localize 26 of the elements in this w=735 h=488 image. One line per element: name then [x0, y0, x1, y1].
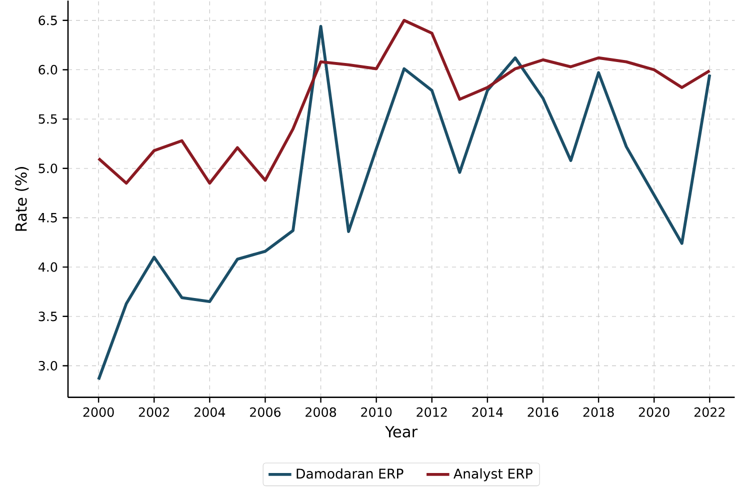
- x-tick-label: 2000: [83, 407, 114, 417]
- y-tick-label: 6.0: [38, 64, 58, 75]
- x-tick-label: 2022: [694, 407, 725, 417]
- y-tick-label: 4.5: [38, 213, 57, 222]
- x-tick-label: 2004: [194, 407, 226, 417]
- y-tick-label: 4.0: [38, 262, 58, 272]
- y-tick-label: 5.0: [38, 164, 58, 174]
- line-series: [97, 18, 712, 185]
- x-tick-label: 2012: [416, 407, 447, 417]
- legend-label: Analyst ERP: [454, 468, 532, 482]
- legend-label: Damodaran ERP: [296, 468, 404, 479]
- x-tick-label: 2018: [583, 407, 614, 417]
- y-tick-label: 5.5: [38, 114, 57, 124]
- y-tick-label: 3.0: [38, 360, 58, 371]
- line-series: [97, 24, 712, 382]
- x-tick-label: 2010: [361, 407, 392, 417]
- x-tick-label: 2006: [250, 407, 281, 417]
- x-tick-label: 2002: [138, 407, 169, 417]
- x-axis-title: Year: [385, 426, 418, 438]
- x-tick-label: 2014: [472, 407, 503, 417]
- y-tick-label: 6.5: [38, 16, 57, 26]
- y-tick-label: 3.5: [38, 312, 57, 322]
- x-tick-label: 2020: [638, 407, 670, 417]
- x-tick-label: 2008: [306, 407, 336, 417]
- x-tick-label: 2016: [528, 407, 558, 417]
- y-axis-title: Rate (%): [15, 167, 29, 231]
